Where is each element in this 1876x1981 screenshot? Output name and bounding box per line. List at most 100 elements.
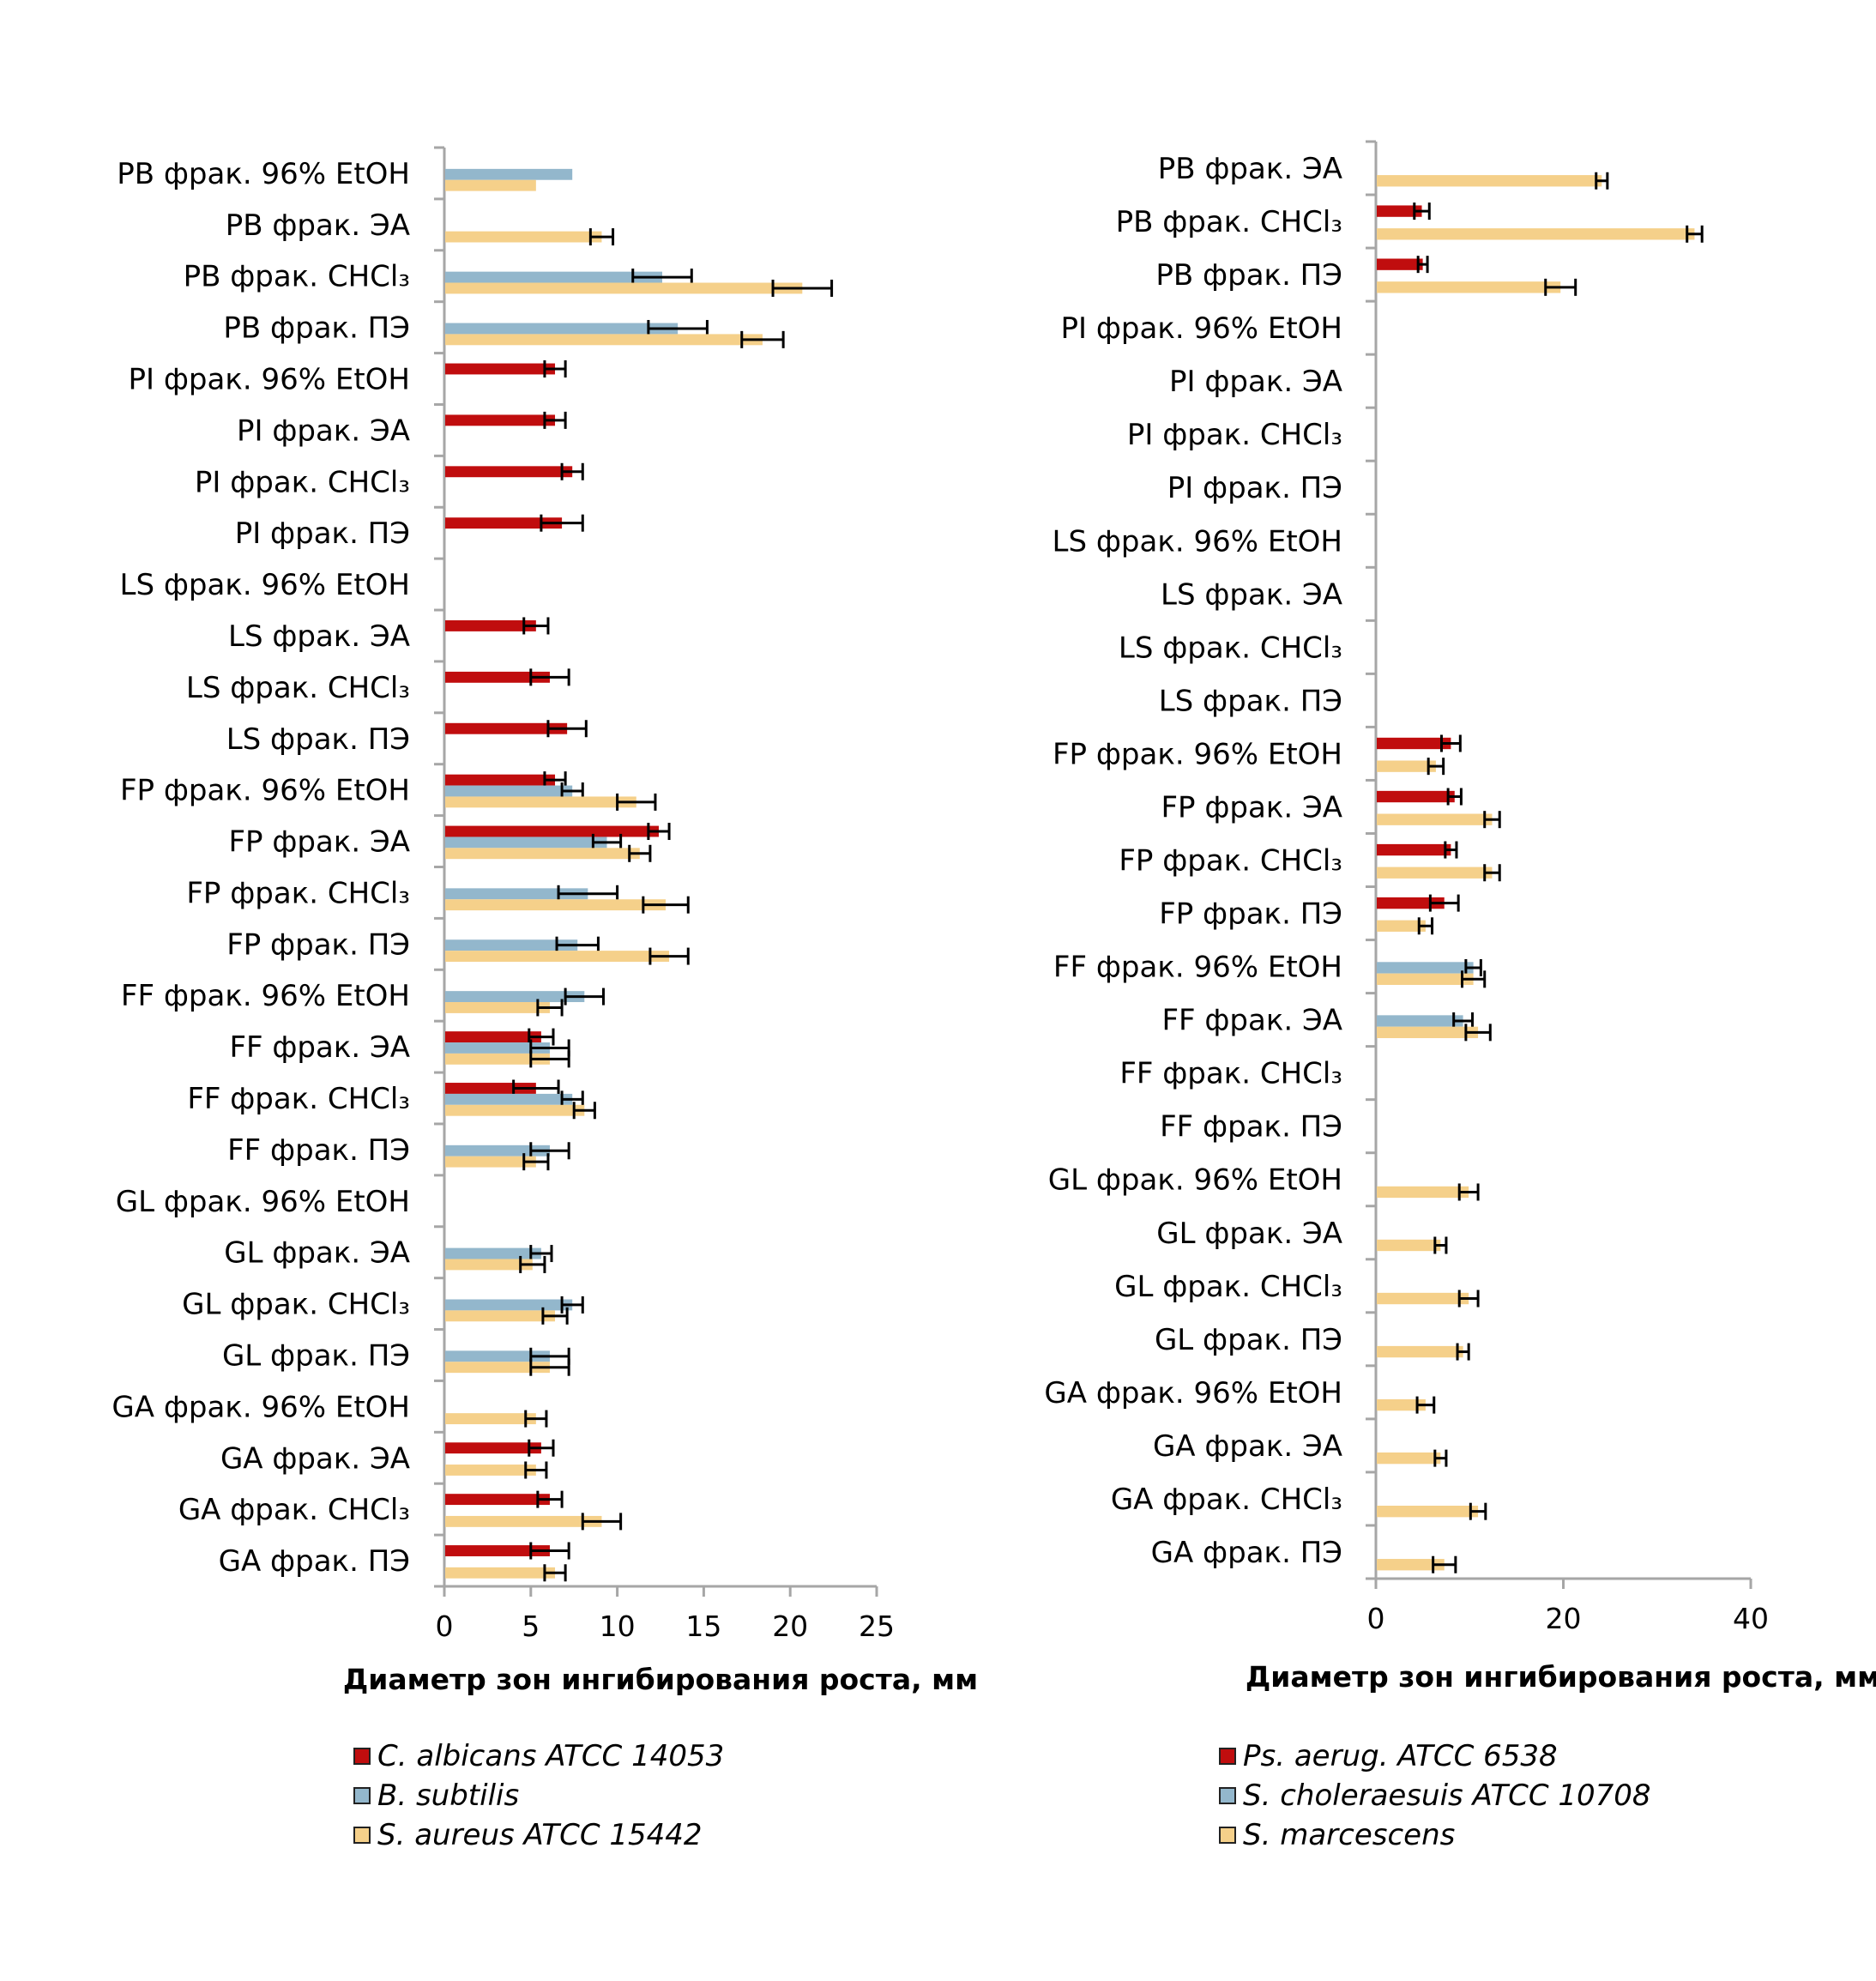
bar-orange — [1377, 281, 1561, 293]
bar-red — [445, 722, 568, 734]
bar-orange — [445, 899, 667, 911]
category-label: FP фрак. ПЭ — [226, 927, 410, 962]
bar-red — [445, 1494, 550, 1506]
category-label: GL фрак. ЭА — [224, 1236, 410, 1271]
category-label: FP фрак. ЭА — [1161, 790, 1342, 824]
bar-orange — [445, 1567, 556, 1579]
bar-orange — [445, 1156, 536, 1168]
bar-blue — [445, 1247, 541, 1259]
bar-red — [445, 1442, 541, 1454]
category-label: FP фрак. ЭА — [228, 825, 410, 860]
bar-orange — [1377, 1186, 1469, 1199]
category-label: FF фрак. ПЭ — [227, 1133, 410, 1168]
category-label: PI фрак. ЭА — [1169, 365, 1342, 399]
legend-item: S. choleraesuis ATCC 10708 — [1219, 1776, 1651, 1815]
category-label: FP фрак. ПЭ — [1159, 897, 1342, 932]
bar-orange — [1377, 1559, 1445, 1571]
category-label: PB фрак. ЭА — [226, 208, 410, 243]
bar-red — [1377, 843, 1451, 856]
bar-blue — [445, 1350, 550, 1362]
category-label: FF фрак. ЭА — [229, 1030, 410, 1065]
legend-item: C. albicans ATCC 14053 — [353, 1736, 724, 1776]
category-label: GA фрак. ЭА — [1153, 1429, 1342, 1464]
bar-orange — [445, 1310, 556, 1322]
bar-red — [445, 620, 536, 631]
bar-orange — [445, 1362, 550, 1374]
left-legend: C. albicans ATCC 14053 B. subtilis S. au… — [353, 1736, 724, 1855]
bar-blue — [445, 785, 573, 797]
category-label: GL фрак. CHCl₃ — [182, 1288, 410, 1322]
category-label: GL фрак. ЭА — [1156, 1217, 1342, 1251]
bar-red — [1377, 897, 1445, 909]
bar-orange — [445, 231, 602, 243]
category-label: FF фрак. CHCl₃ — [1119, 1057, 1342, 1091]
category-label: GL фрак. 96% EtOH — [1048, 1163, 1342, 1198]
category-label: FP фрак. CHCl₃ — [1119, 844, 1342, 879]
category-label: FP фрак. 96% EtOH — [1053, 737, 1342, 771]
category-label: PB фрак. CHCl₃ — [184, 260, 410, 294]
category-label: GA фрак. ПЭ — [219, 1544, 410, 1579]
bar-orange — [1377, 1026, 1479, 1039]
bar-red — [445, 466, 573, 478]
legend-label: S. choleraesuis ATCC 10708 — [1243, 1779, 1651, 1813]
bar-orange — [445, 1002, 550, 1013]
category-label: LS фрак. 96% EtOH — [120, 568, 411, 602]
bar-blue — [445, 939, 578, 951]
bar-blue — [1377, 962, 1474, 974]
bar-blue — [445, 323, 679, 335]
category-label: FP фрак. CHCl₃ — [186, 876, 410, 910]
bar-orange — [1377, 1506, 1479, 1518]
bar-red — [445, 363, 556, 375]
bar-orange — [1377, 813, 1493, 825]
bar-blue — [445, 271, 663, 283]
bar-orange — [445, 282, 803, 294]
right-legend: Ps. aerug. ATCC 6538 S. choleraesuis ATC… — [1219, 1736, 1651, 1855]
legend-label: Ps. aerug. ATCC 6538 — [1243, 1739, 1558, 1773]
bar-red — [445, 774, 556, 786]
x-tick-label: 20 — [772, 1610, 808, 1643]
category-label: GL фрак. CHCl₃ — [1114, 1270, 1342, 1304]
category-label: PB фрак. 96% EtOH — [117, 157, 410, 191]
bar-orange — [445, 1104, 585, 1116]
category-label: GA фрак. ПЭ — [1151, 1536, 1342, 1570]
legend-label: C. albicans ATCC 14053 — [377, 1739, 725, 1773]
category-label: FF фрак. 96% EtOH — [121, 979, 410, 1013]
bar-red — [445, 825, 659, 837]
category-label: PI фрак. ЭА — [237, 414, 410, 448]
bar-blue — [445, 1042, 550, 1054]
category-label: LS фрак. CHCl₃ — [1119, 631, 1342, 665]
bar-blue — [1377, 1015, 1463, 1027]
bar-red — [445, 1031, 541, 1043]
category-label: GL фрак. ПЭ — [222, 1338, 410, 1373]
category-label: PB фрак. ПЭ — [223, 311, 410, 346]
category-label: PI фрак. CHCl₃ — [195, 465, 410, 499]
category-label: LS фрак. 96% EtOH — [1053, 524, 1343, 559]
x-tick-label: 25 — [859, 1610, 895, 1643]
category-label: PI фрак. 96% EtOH — [129, 363, 411, 397]
legend-label: B. subtilis — [377, 1779, 520, 1813]
category-label: GA фрак. CHCl₃ — [178, 1493, 410, 1527]
legend-label: S. aureus ATCC 15442 — [377, 1818, 703, 1852]
bar-red — [445, 1545, 550, 1556]
category-label: GL фрак. 96% EtOH — [116, 1185, 410, 1219]
category-label: PB фрак. CHCl₃ — [1116, 205, 1342, 239]
bar-blue — [445, 1093, 573, 1105]
bar-orange — [445, 1413, 536, 1425]
bar-red — [1377, 737, 1451, 750]
bar-orange — [1377, 760, 1436, 772]
legend-swatch-blue — [353, 1787, 371, 1804]
legend-item: Ps. aerug. ATCC 6538 — [1219, 1736, 1651, 1776]
category-label: GA фрак. 96% EtOH — [112, 1390, 410, 1424]
bar-orange — [445, 179, 536, 191]
bar-red — [445, 671, 550, 683]
bar-blue — [445, 1299, 573, 1311]
category-label: LS фрак. ЭА — [228, 619, 410, 654]
bar-orange — [1377, 175, 1602, 187]
category-label: FP фрак. 96% EtOH — [120, 774, 410, 808]
category-label: GA фрак. CHCl₃ — [1111, 1483, 1342, 1517]
x-tick-label: 10 — [600, 1610, 636, 1643]
category-label: LS фрак. CHCl₃ — [186, 671, 410, 705]
x-tick-label: 15 — [685, 1610, 721, 1643]
bar-orange — [1377, 867, 1493, 879]
bar-blue — [445, 836, 607, 849]
